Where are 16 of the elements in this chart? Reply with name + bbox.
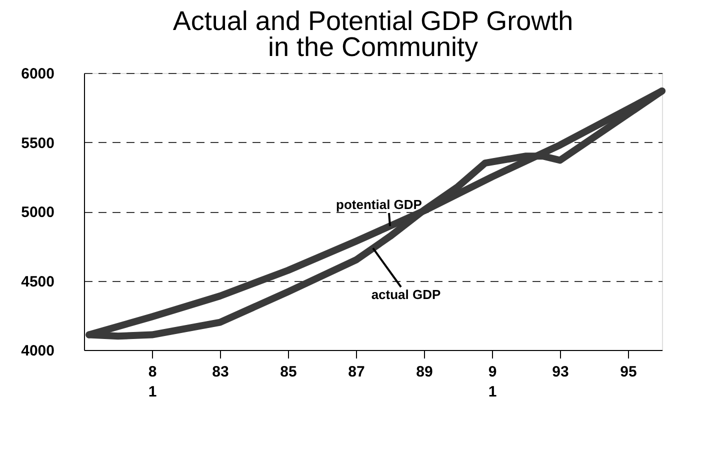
x-tick-label: 89 xyxy=(416,364,433,380)
x-tick-label: 9 1 xyxy=(488,364,497,400)
y-tick-label: 4500 xyxy=(21,273,54,290)
text: actual GDP xyxy=(371,287,442,302)
x-tick-label: 93 xyxy=(552,364,569,380)
x-tick-label: 83 xyxy=(212,364,229,380)
y-tick-label: 5000 xyxy=(21,204,54,221)
x-tick-label: 95 xyxy=(620,364,637,380)
y-tick-label: 5500 xyxy=(21,134,54,152)
x-tick-label: 85 xyxy=(280,364,297,380)
chart-title: Actual and Potential GDP Growth in the Community xyxy=(172,6,574,62)
series-label: potential GDP xyxy=(336,197,422,212)
x-tick-label: 8 1 xyxy=(148,364,157,400)
y-tick-label: 4000 xyxy=(21,342,54,360)
x-tick-label: 87 xyxy=(348,364,365,380)
y-tick-label: 6000 xyxy=(21,66,54,82)
